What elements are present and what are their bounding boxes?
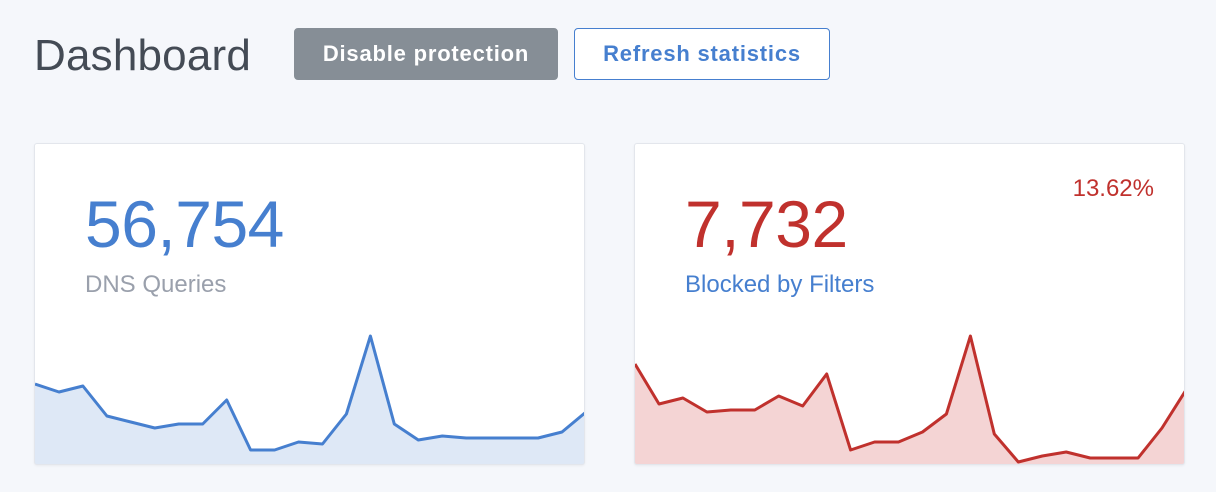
dns-queries-sparkline <box>35 334 584 464</box>
blocked-percent: 13.62% <box>1072 175 1154 202</box>
blocked-count: 7,732 <box>685 187 848 261</box>
blocked-sparkline <box>635 334 1184 464</box>
dns-queries-label: DNS Queries <box>85 271 227 298</box>
page-title: Dashboard <box>34 31 252 80</box>
dns-queries-count: 56,754 <box>85 187 284 261</box>
sparkline-line <box>635 334 1184 464</box>
sparkline-area <box>35 336 584 464</box>
refresh-statistics-button[interactable]: Refresh statistics <box>574 28 830 80</box>
disable-protection-button[interactable]: Disable protection <box>294 28 558 80</box>
blocked-label: Blocked by Filters <box>685 271 875 298</box>
sparkline-area <box>635 336 1184 464</box>
dns-queries-card: 56,754 DNS Queries <box>34 143 585 465</box>
sparkline-line <box>35 334 584 452</box>
blocked-by-filters-card: 13.62% 7,732 Blocked by Filters <box>634 143 1185 465</box>
